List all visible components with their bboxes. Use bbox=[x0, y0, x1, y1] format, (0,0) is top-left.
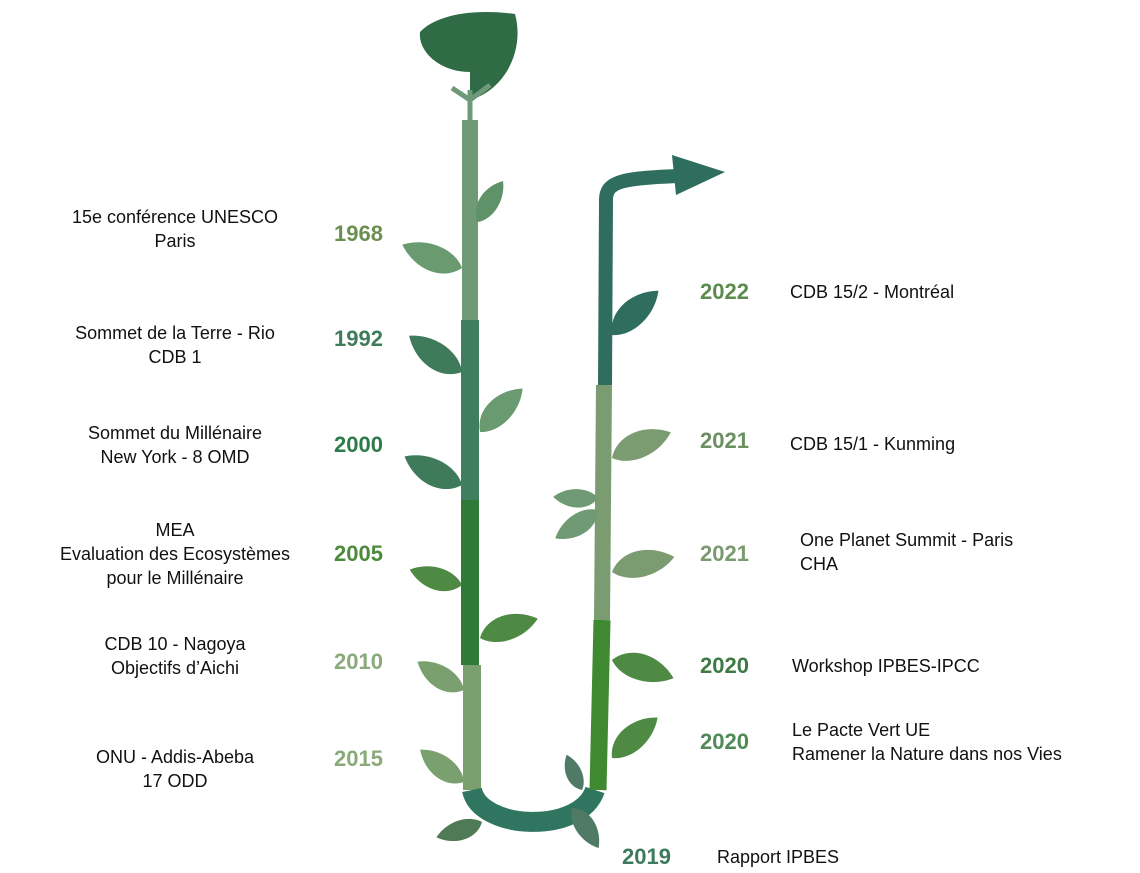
event-description: New York - 8 OMD bbox=[100, 447, 249, 467]
event-description: Paris bbox=[154, 231, 195, 251]
event-description: One Planet Summit - Paris bbox=[800, 530, 1013, 550]
event-year: 1968 bbox=[334, 221, 383, 246]
event-description: CDB 15/1 - Kunming bbox=[790, 434, 955, 454]
event-description: CHA bbox=[800, 554, 838, 574]
event-description: Sommet du Millénaire bbox=[88, 423, 262, 443]
event-description: Rapport IPBES bbox=[717, 847, 839, 867]
event-description: Objectifs d’Aichi bbox=[111, 658, 239, 678]
event-year: 2022 bbox=[700, 279, 749, 304]
event-description: CDB 1 bbox=[148, 347, 201, 367]
event-description: Le Pacte Vert UE bbox=[792, 720, 930, 740]
event-description: CDB 15/2 - Montréal bbox=[790, 282, 954, 302]
event-description: pour le Millénaire bbox=[106, 568, 243, 588]
event-year: 2010 bbox=[334, 649, 383, 674]
event-year: 2000 bbox=[334, 432, 383, 457]
event-year: 2021 bbox=[700, 428, 749, 453]
event-year: 2021 bbox=[700, 541, 749, 566]
event-year: 2015 bbox=[334, 746, 383, 771]
timeline-diagram: 1968 15e conférence UNESCO Paris 1992 Sommet… bbox=[0, 0, 1140, 873]
event-description: ONU - Addis-Abeba bbox=[96, 747, 255, 767]
event-year: 2005 bbox=[334, 541, 383, 566]
event-description: CDB 10 - Nagoya bbox=[104, 634, 246, 654]
event-year: 2020 bbox=[700, 653, 749, 678]
event-description: 15e conférence UNESCO bbox=[72, 207, 278, 227]
event-description: Workshop IPBES-IPCC bbox=[792, 656, 980, 676]
event-year: 2019 bbox=[622, 844, 671, 869]
event-description: Evaluation des Ecosystèmes bbox=[60, 544, 290, 564]
event-description: MEA bbox=[155, 520, 194, 540]
event-description: 17 ODD bbox=[142, 771, 207, 791]
event-year: 1992 bbox=[334, 326, 383, 351]
plant bbox=[397, 12, 725, 853]
event-description: Ramener la Nature dans nos Vies bbox=[792, 744, 1062, 764]
event-description: Sommet de la Terre - Rio bbox=[75, 323, 275, 343]
event-year: 2020 bbox=[700, 729, 749, 754]
